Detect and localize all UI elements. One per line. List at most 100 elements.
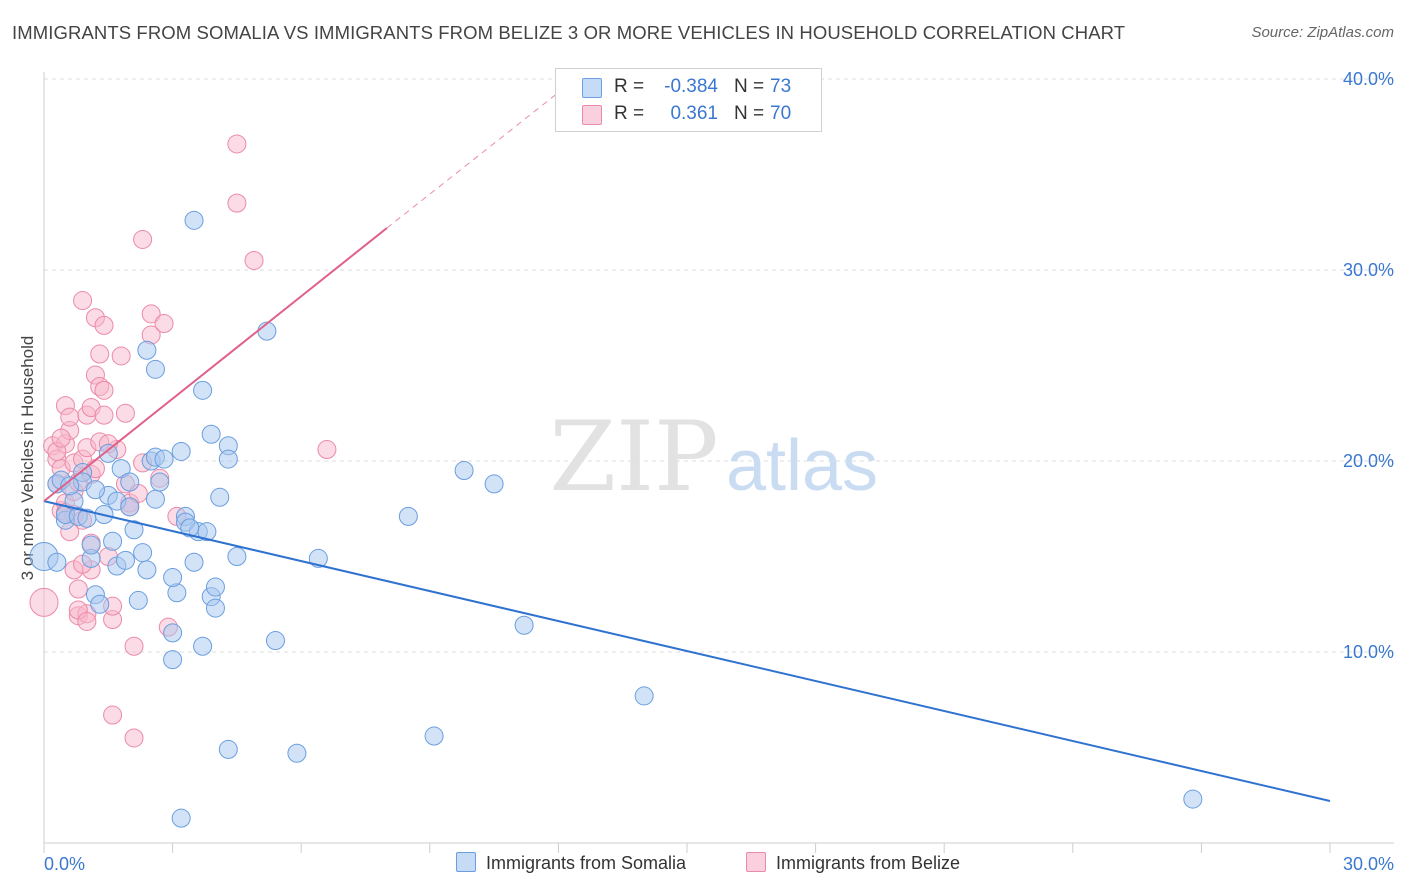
- belize-point-64: [77, 611, 97, 631]
- somalia-point-19: [120, 472, 140, 492]
- legend-row-belize: R = 0.361 N = 70: [556, 101, 821, 127]
- somalia-point-46: [205, 598, 225, 618]
- somalia-point-14: [103, 531, 123, 551]
- somalia-point-66: [60, 476, 80, 496]
- x-ticks: [43, 843, 1331, 853]
- belize-point-68: [51, 428, 71, 448]
- somalia-point-58: [634, 686, 654, 706]
- belize-point-17: [73, 291, 93, 311]
- belize-point-37: [103, 705, 123, 725]
- somalia-trend-line: [43, 500, 1331, 802]
- belize-point-32: [90, 344, 110, 364]
- trend-lines: [43, 78, 1331, 802]
- y-tick-label-40: 40.0%: [1343, 69, 1394, 89]
- legend-item-belize[interactable]: Immigrants from Belize: [746, 852, 960, 874]
- somalia-point-43: [201, 424, 221, 444]
- somalia-swatch: [582, 78, 602, 98]
- belize-point-52: [154, 313, 174, 333]
- belize-r-value: 0.361: [670, 103, 718, 124]
- belize-point-47: [133, 229, 153, 249]
- somalia-r-label: R =: [614, 76, 645, 97]
- belize-point-15: [68, 579, 88, 599]
- somalia-point-8: [81, 535, 101, 555]
- somalia-point-45: [205, 577, 225, 597]
- somalia-n-label: N =: [734, 76, 765, 97]
- belize-trend-extension: [386, 78, 576, 229]
- somalia-point-37: [184, 210, 204, 230]
- somalia-point-52: [265, 631, 285, 651]
- somalia-point-72: [180, 518, 200, 538]
- somalia-point-21: [124, 520, 144, 540]
- somalia-point-62: [287, 743, 307, 763]
- somalia-point-68: [77, 508, 97, 528]
- y-tick-label-20: 20.0%: [1343, 451, 1394, 471]
- watermark-atlas: atlas: [726, 426, 878, 506]
- somalia-point-69: [85, 480, 105, 500]
- somalia-point-56: [484, 474, 504, 494]
- axes: [43, 72, 1394, 844]
- somalia-point-17: [111, 459, 131, 479]
- somalia-point-38: [184, 552, 204, 572]
- somalia-point-30: [154, 449, 174, 469]
- somalia-point-22: [128, 590, 148, 610]
- belize-point-33: [94, 315, 114, 335]
- somalia-point-20: [120, 497, 140, 517]
- belize-point-34: [94, 405, 114, 425]
- somalia-point-53: [308, 548, 328, 568]
- belize-point-0: [29, 587, 59, 617]
- chart-title: IMMIGRANTS FROM SOMALIA VS IMMIGRANTS FR…: [12, 22, 1126, 43]
- legend-item-somalia[interactable]: Immigrants from Somalia: [456, 852, 686, 874]
- somalia-point-41: [193, 380, 213, 400]
- somalia-point-24: [137, 560, 157, 580]
- somalia-point-63: [424, 726, 444, 746]
- legend-row-somalia: R = -0.384 N = 73: [556, 74, 821, 100]
- somalia-point-61: [218, 739, 238, 759]
- somalia-point-34: [171, 441, 191, 461]
- watermark: ZIP atlas: [549, 401, 878, 513]
- belize-point-35: [94, 380, 114, 400]
- belize-point-66: [124, 636, 144, 656]
- somalia-point-18: [115, 550, 135, 570]
- somalia-point-55: [454, 461, 474, 481]
- x-tick-label-max: 30.0%: [1343, 854, 1394, 874]
- belize-point-41: [115, 403, 135, 423]
- belize-point-10: [60, 407, 80, 427]
- somalia-point-10: [90, 594, 110, 614]
- somalia-point-59: [1183, 789, 1203, 809]
- somalia-point-70: [150, 472, 170, 492]
- belize-swatch: [582, 105, 602, 125]
- somalia-point-27: [145, 359, 165, 379]
- somalia-point-57: [514, 615, 534, 635]
- somalia-point-50: [227, 547, 247, 566]
- somalia-point-47: [210, 487, 230, 507]
- legend-belize-swatch: [746, 852, 766, 872]
- correlation-legend: R = -0.384 N = 73 R = 0.361 N = 70: [555, 68, 822, 132]
- watermark-zip: ZIP: [549, 401, 718, 513]
- source-credit: Source: ZipAtlas.com: [1251, 24, 1394, 41]
- gridlines: [44, 78, 1394, 653]
- somalia-point-60: [171, 808, 191, 828]
- somalia-point-71: [163, 568, 183, 588]
- belize-point-56: [227, 193, 247, 213]
- belize-n-label: N =: [734, 103, 765, 124]
- somalia-point-1: [47, 552, 67, 572]
- somalia-point-23: [133, 543, 153, 563]
- legend-somalia-label: Immigrants from Somalia: [486, 853, 687, 873]
- somalia-points: [29, 210, 1203, 828]
- legend-somalia-swatch: [456, 852, 476, 872]
- belize-point-57: [244, 250, 264, 270]
- belize-trend-line: [43, 227, 388, 502]
- series-legend: Immigrants from Somalia Immigrants from …: [0, 852, 1406, 878]
- x-tick-labels: 0.0% 30.0%: [44, 854, 1394, 874]
- belize-point-45: [124, 728, 144, 748]
- belize-r-label: R =: [614, 103, 645, 124]
- somalia-r-value: -0.384: [664, 76, 718, 97]
- belize-point-50: [141, 304, 161, 324]
- somalia-point-32: [163, 650, 183, 670]
- somalia-point-31: [163, 623, 183, 643]
- somalia-point-49: [218, 449, 238, 469]
- somalia-point-40: [193, 636, 213, 656]
- somalia-n-value: 73: [770, 76, 792, 97]
- x-tick-label-min: 0.0%: [44, 854, 85, 874]
